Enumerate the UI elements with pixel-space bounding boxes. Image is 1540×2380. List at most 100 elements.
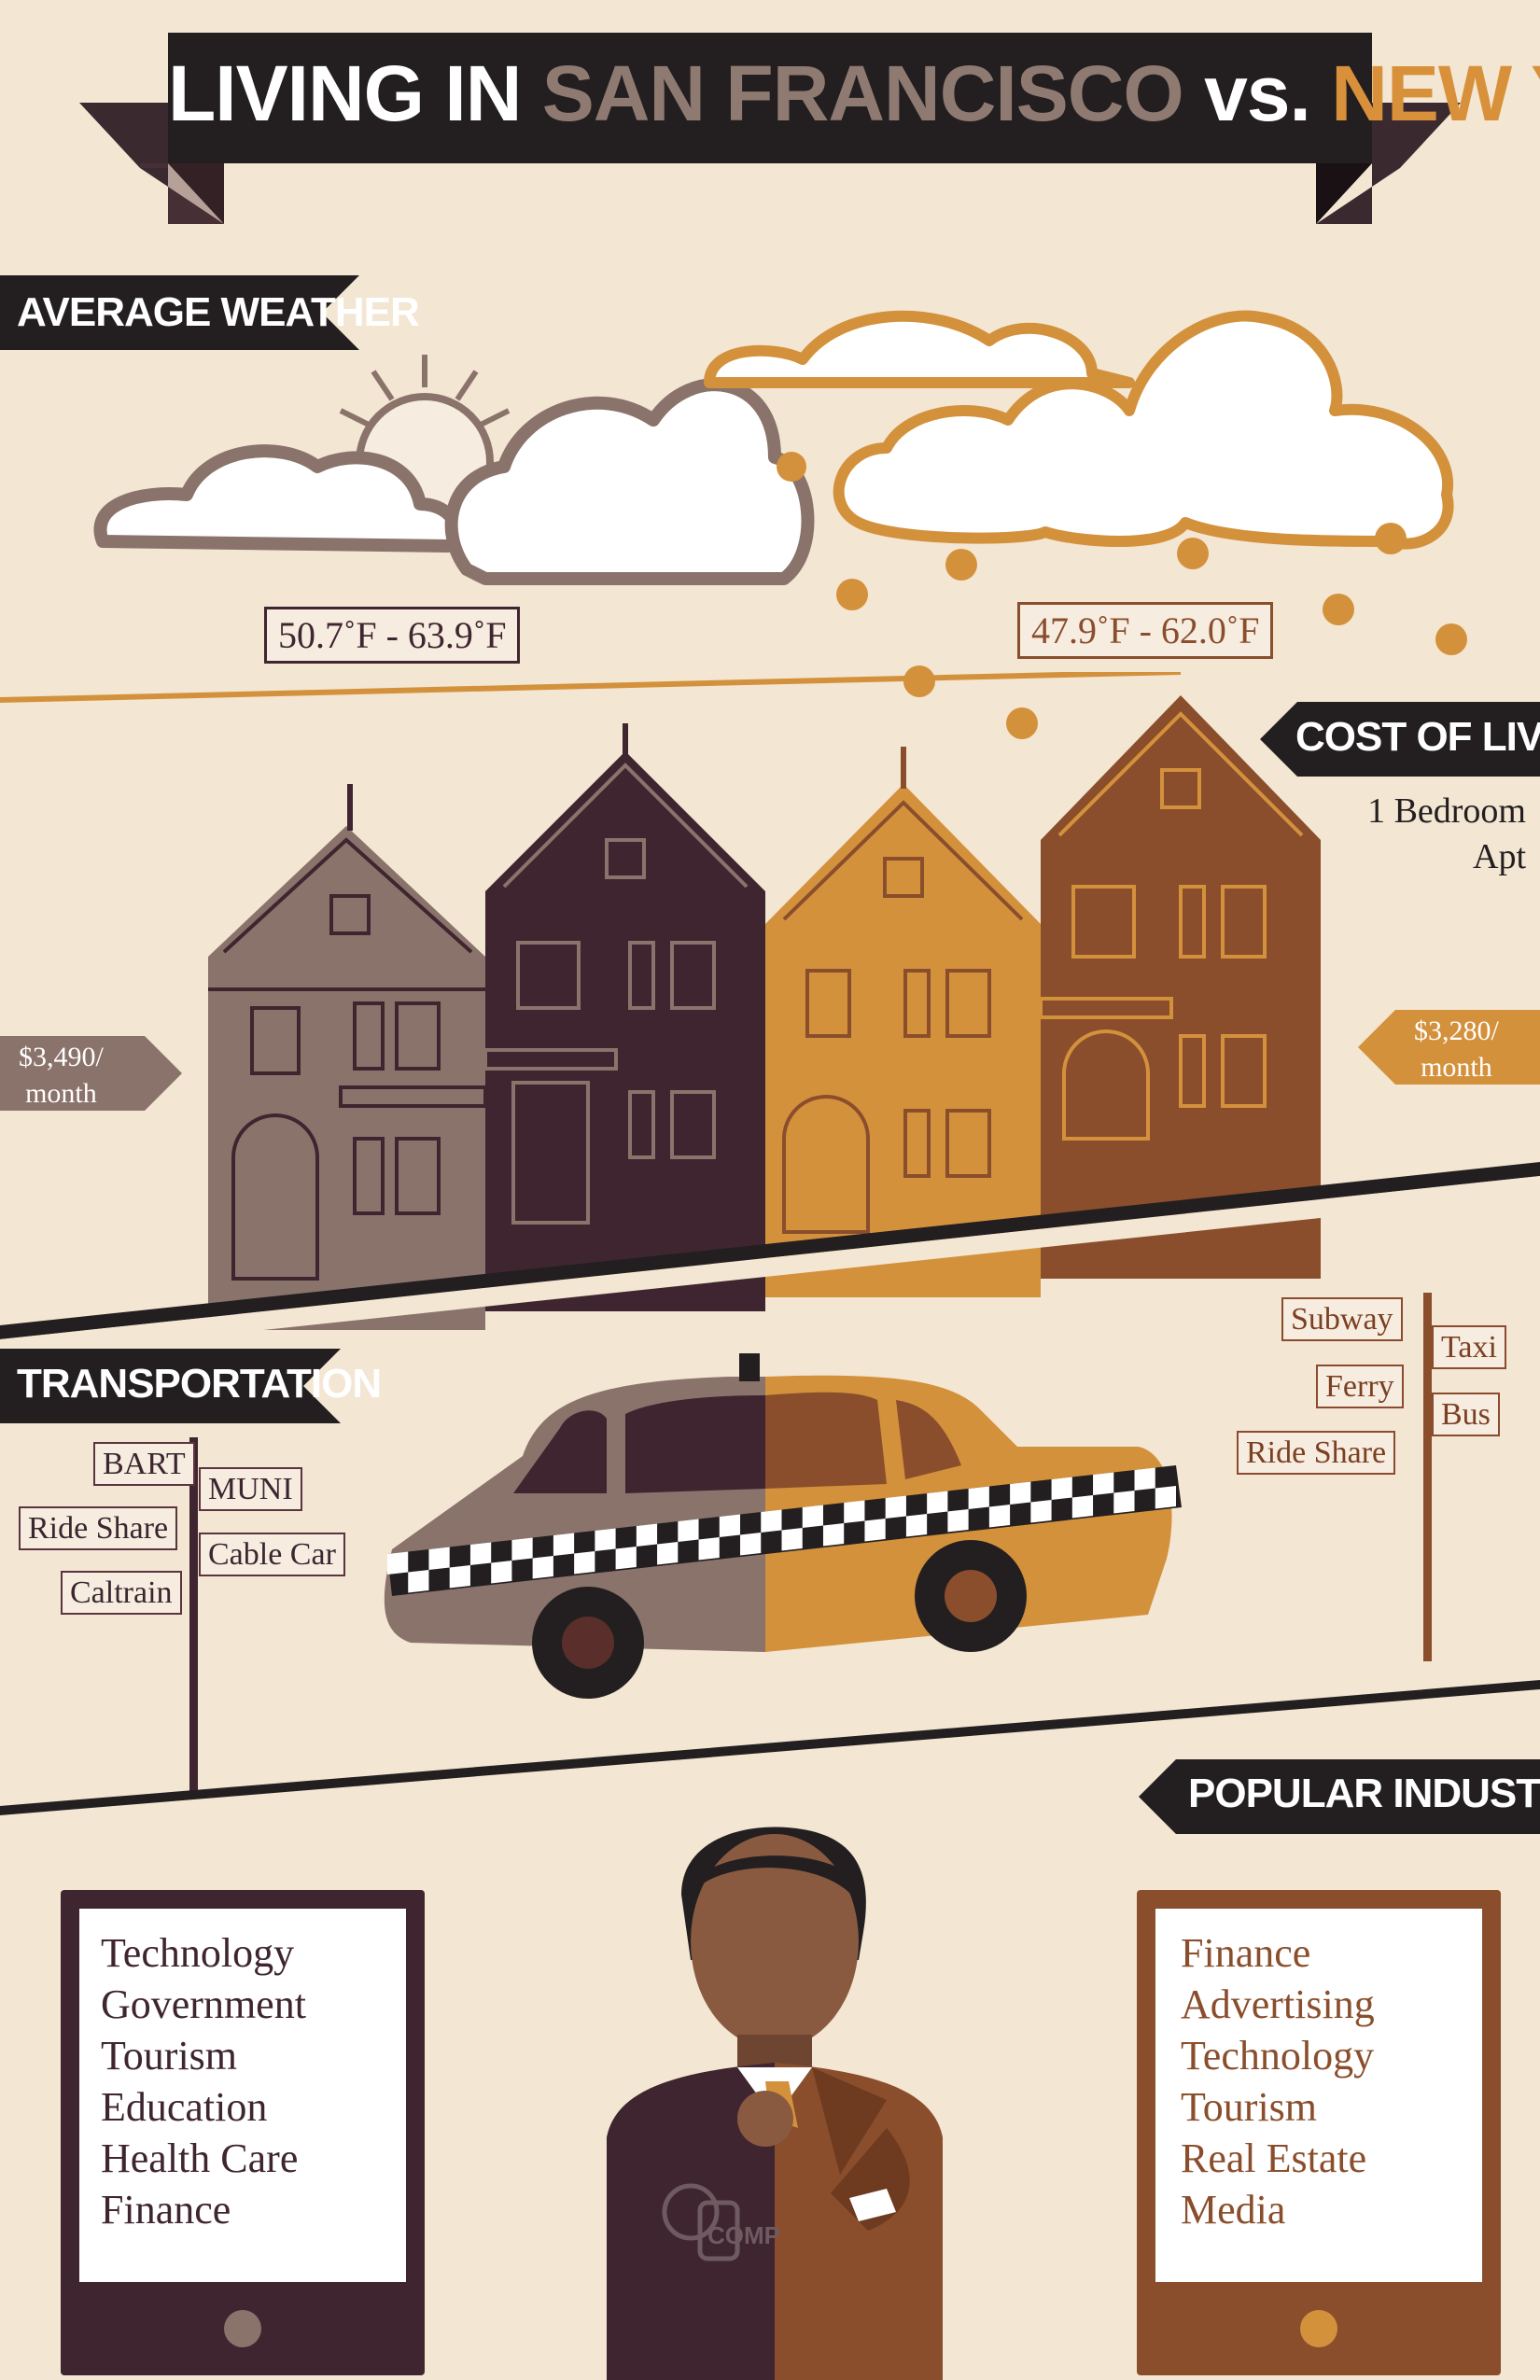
sf-transport-rideshare: Ride Share bbox=[19, 1506, 178, 1551]
ny-price: $3,280/ month bbox=[1414, 1013, 1499, 1085]
checker-square bbox=[988, 1505, 1011, 1528]
checker-square bbox=[595, 1528, 616, 1551]
sf-industry-item: Health Care bbox=[101, 2135, 299, 2181]
checker-square bbox=[802, 1505, 823, 1528]
checker-square bbox=[657, 1542, 679, 1565]
cost-label-line1: 1 Bedroom bbox=[1367, 791, 1526, 831]
checker-square bbox=[947, 1509, 969, 1533]
section-title-industries: POPULAR INDUSTRIES bbox=[1188, 1771, 1540, 1816]
checker-square bbox=[428, 1547, 450, 1570]
ny-transport-ferry: Ferry bbox=[1316, 1365, 1404, 1409]
ny-cloud-front bbox=[833, 310, 1454, 550]
checker-square bbox=[761, 1509, 782, 1533]
ny-industry-item: Technology bbox=[1181, 2033, 1375, 2079]
rain-drops bbox=[777, 452, 1467, 739]
ny-signpost bbox=[1423, 1293, 1432, 1661]
person-illustration bbox=[607, 1827, 943, 2380]
sf-price-amount: $3,490/ bbox=[19, 1042, 104, 1072]
checker-square bbox=[387, 1551, 409, 1575]
sf-price-arrow bbox=[0, 1036, 182, 1111]
checker-square bbox=[615, 1547, 637, 1570]
ny-transport-rideshare: Ride Share bbox=[1237, 1431, 1396, 1476]
sf-industry-item: Tourism bbox=[101, 2033, 238, 2079]
checker-square bbox=[449, 1565, 470, 1589]
weather-ribbon bbox=[0, 275, 359, 350]
checker-square bbox=[511, 1537, 533, 1561]
checker-square bbox=[469, 1542, 492, 1565]
ny-tablet-home-button bbox=[1300, 2310, 1337, 2347]
ny-price-arrow bbox=[1358, 1010, 1540, 1085]
ny-cloud-back bbox=[704, 310, 1135, 388]
ny-industry-item: Tourism bbox=[1181, 2084, 1318, 2130]
checker-square bbox=[532, 1556, 553, 1579]
ny-tablet-screen bbox=[1155, 1909, 1482, 2282]
taxi-checker-stripe bbox=[387, 1465, 1182, 1596]
sf-industry-item: Education bbox=[101, 2084, 268, 2130]
checker-square bbox=[927, 1491, 948, 1514]
taxi-illustration bbox=[384, 1353, 1182, 1699]
sf-signpost bbox=[189, 1437, 198, 1792]
checker-square bbox=[864, 1519, 886, 1542]
checker-square bbox=[553, 1533, 575, 1556]
sf-price: $3,490/ month bbox=[19, 1039, 104, 1112]
ny-industries-list: Finance Advertising Technology Tourism R… bbox=[1181, 1927, 1375, 2235]
sf-cloud-right bbox=[444, 378, 815, 585]
checker-square bbox=[1030, 1500, 1052, 1523]
sun-icon bbox=[339, 355, 511, 427]
transport-ribbon bbox=[0, 1349, 341, 1423]
ny-industry-item: Finance bbox=[1181, 1930, 1311, 1976]
shirt-text: COMP bbox=[707, 2221, 780, 2249]
checker-square bbox=[844, 1500, 865, 1523]
cost-label-line2: Apt bbox=[1473, 837, 1526, 877]
ny-transport-subway: Subway bbox=[1281, 1297, 1403, 1342]
ny-transport-bus: Bus bbox=[1432, 1393, 1500, 1437]
checker-square bbox=[1134, 1467, 1155, 1491]
checker-square bbox=[574, 1551, 595, 1575]
title-prefix: LIVING IN bbox=[168, 49, 522, 137]
ny-transport-taxi: Taxi bbox=[1432, 1325, 1506, 1370]
sf-industry-item: Technology bbox=[101, 1930, 295, 1976]
sf-transport-caltrain: Caltrain bbox=[61, 1571, 182, 1616]
checker-square bbox=[408, 1570, 429, 1593]
weather-illustration bbox=[93, 310, 1467, 739]
ny-industry-item: Media bbox=[1181, 2187, 1286, 2233]
houses-illustration bbox=[0, 672, 1540, 1344]
sf-transport-muni: MUNI bbox=[199, 1467, 302, 1512]
sf-temperature: 50.7˚F - 63.9˚F bbox=[264, 607, 521, 664]
sf-price-period: month bbox=[25, 1078, 97, 1109]
ny-price-period: month bbox=[1421, 1052, 1492, 1083]
section-title-weather: AVERAGE WEATHER bbox=[17, 289, 420, 335]
sf-industry-item: Government bbox=[101, 1981, 306, 2027]
checker-square bbox=[1051, 1477, 1072, 1500]
sf-transport-bart: BART bbox=[93, 1442, 195, 1487]
sf-tablet-screen bbox=[79, 1909, 406, 2282]
industries-ribbon bbox=[1139, 1759, 1540, 1834]
checker-square bbox=[781, 1528, 803, 1551]
checker-square bbox=[905, 1514, 928, 1537]
house-sf-1 bbox=[208, 784, 487, 1330]
sf-cloud-left bbox=[93, 444, 464, 553]
ny-tablet bbox=[1137, 1890, 1501, 2375]
checker-square bbox=[678, 1519, 699, 1542]
checker-square bbox=[1155, 1486, 1176, 1509]
ny-price-amount: $3,280/ bbox=[1414, 1015, 1499, 1046]
title-banner-graphic bbox=[79, 33, 1461, 224]
cost-ribbon bbox=[1260, 702, 1540, 777]
checker-square bbox=[719, 1514, 741, 1537]
road-line bbox=[0, 1680, 1540, 1815]
title-sf: SAN FRANCISCO bbox=[541, 49, 1184, 137]
ny-temperature: 47.9˚F - 62.0˚F bbox=[1017, 602, 1274, 659]
sf-transport-cablecar: Cable Car bbox=[199, 1533, 345, 1577]
page-title: LIVING IN SAN FRANCISCO vs. NEW YORK bbox=[168, 49, 1540, 139]
title-ny: NEW YORK bbox=[1331, 49, 1540, 137]
ny-industry-item: Real Estate bbox=[1181, 2135, 1367, 2181]
checker-square bbox=[698, 1537, 720, 1561]
section-title-cost: COST OF LIVING bbox=[1295, 714, 1540, 760]
cost-label: 1 Bedroom Apt bbox=[1288, 789, 1526, 881]
checker-square bbox=[968, 1486, 989, 1509]
sf-tablet-home-button bbox=[224, 2310, 261, 2347]
section-title-transport: TRANSPORTATION bbox=[17, 1361, 382, 1407]
house-ny-1 bbox=[765, 747, 1041, 1297]
sf-industries-list: Technology Government Tourism Education … bbox=[101, 1927, 306, 2235]
checker-square bbox=[822, 1523, 845, 1547]
